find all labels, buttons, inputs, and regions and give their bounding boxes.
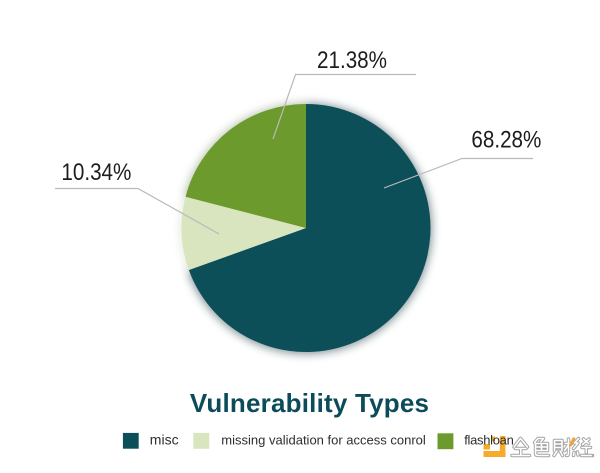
svg-text:Vulnerability Types: Vulnerability Types [190,388,429,418]
svg-text:missing validation for access: missing validation for access conrol [221,433,426,448]
svg-text:misc: misc [150,432,179,448]
svg-text:21.38%: 21.38% [317,47,387,74]
svg-text:10.34%: 10.34% [61,159,131,186]
svg-text:flashloan: flashloan [464,433,513,448]
svg-text:68.28%: 68.28% [471,127,541,154]
